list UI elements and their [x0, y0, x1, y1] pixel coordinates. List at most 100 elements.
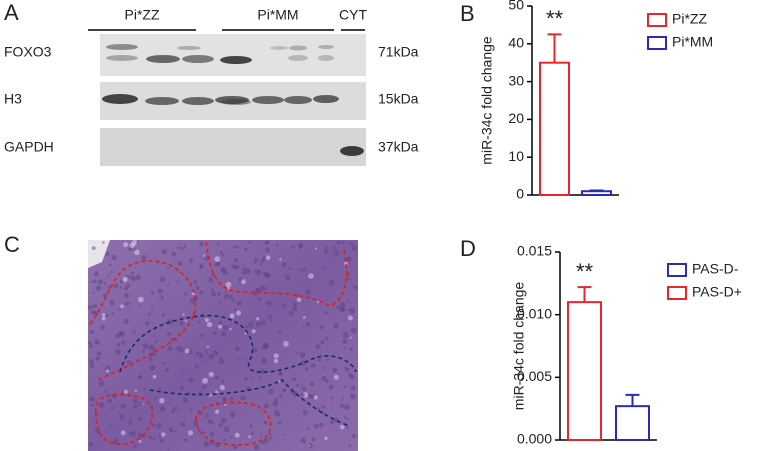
cell	[120, 430, 126, 436]
cell	[144, 321, 150, 326]
cell	[219, 251, 223, 255]
cell	[147, 313, 151, 316]
cell	[351, 245, 358, 251]
cell	[324, 336, 329, 341]
cell	[264, 272, 270, 279]
legend-swatch	[667, 263, 687, 277]
cell	[101, 313, 106, 317]
cell	[214, 262, 220, 267]
cell	[241, 279, 246, 285]
cell	[228, 295, 233, 300]
cell	[208, 371, 214, 377]
cell	[167, 346, 173, 352]
cell	[128, 431, 131, 434]
cell	[195, 351, 200, 356]
cell	[150, 306, 154, 309]
cell	[263, 403, 269, 409]
cell	[102, 241, 105, 244]
cell	[268, 433, 272, 436]
cell	[296, 293, 300, 296]
cell	[291, 245, 295, 250]
cell	[91, 403, 95, 407]
cell	[223, 398, 227, 402]
cell	[112, 438, 119, 444]
cell	[242, 270, 247, 275]
cell	[256, 317, 260, 321]
cell	[231, 264, 237, 270]
cell	[301, 386, 307, 392]
cell	[347, 308, 350, 312]
bar	[581, 190, 612, 197]
cell	[246, 268, 250, 272]
cell	[222, 254, 225, 257]
cell	[150, 291, 155, 295]
cell	[325, 379, 329, 383]
cell	[95, 428, 101, 434]
cell	[236, 300, 242, 306]
cell	[161, 313, 166, 317]
cell	[259, 262, 262, 266]
cell	[220, 331, 227, 337]
cell	[208, 353, 215, 360]
cell	[180, 421, 186, 427]
cell	[260, 440, 264, 445]
cell	[107, 286, 111, 290]
cell	[308, 273, 314, 280]
cell	[350, 327, 357, 334]
cell	[253, 292, 258, 297]
cell	[161, 432, 166, 437]
cell	[272, 401, 278, 407]
cell	[107, 274, 110, 277]
protein-label: FOXO3	[4, 44, 52, 60]
cell	[214, 375, 219, 380]
cell	[149, 364, 156, 371]
cell	[350, 386, 356, 391]
cell	[315, 343, 321, 350]
y-tick-label: 30	[508, 72, 524, 88]
cell	[216, 326, 219, 329]
cell	[182, 397, 188, 403]
cell	[88, 340, 92, 345]
cell	[92, 291, 95, 295]
cell	[133, 444, 138, 448]
cell	[187, 430, 193, 436]
cell	[344, 404, 350, 411]
y-axis-label: miR-34c fold change	[511, 282, 527, 411]
cell	[137, 417, 142, 422]
cell	[244, 332, 247, 335]
cell	[258, 376, 261, 379]
cell	[218, 422, 223, 428]
cell	[213, 350, 218, 356]
cell	[132, 398, 138, 404]
cell	[148, 356, 153, 362]
cell	[311, 363, 316, 368]
cell	[342, 338, 348, 344]
cell	[90, 281, 93, 284]
cell	[336, 305, 340, 310]
cell	[259, 285, 266, 292]
cell	[199, 333, 204, 338]
cell	[179, 321, 184, 326]
cell	[241, 358, 244, 361]
cell	[136, 241, 139, 244]
cell	[279, 394, 283, 398]
size-label: 71kDa	[378, 44, 419, 60]
legend-swatch	[647, 36, 667, 50]
cell	[227, 287, 230, 290]
cell	[152, 375, 157, 379]
cell	[223, 325, 229, 331]
cell	[304, 367, 309, 372]
panel-label: A	[4, 0, 19, 25]
cell	[119, 286, 122, 289]
cell	[344, 261, 348, 266]
cell	[207, 418, 212, 423]
cell	[234, 432, 240, 438]
cell	[264, 240, 269, 245]
cell	[268, 436, 272, 440]
cell	[114, 349, 121, 355]
cell	[231, 298, 235, 302]
cell	[311, 437, 316, 442]
cell	[300, 384, 303, 387]
cell	[278, 330, 282, 334]
cell	[177, 346, 183, 353]
